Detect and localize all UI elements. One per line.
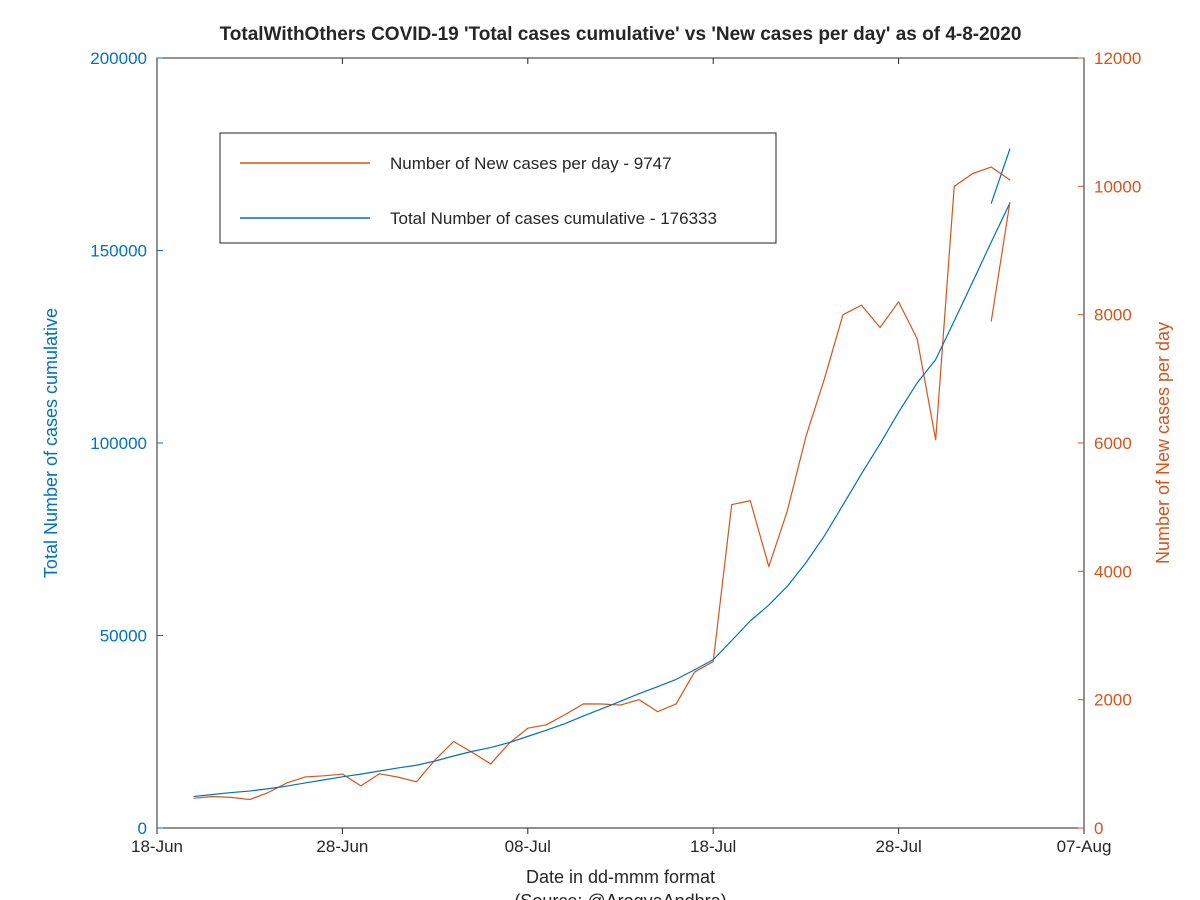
x-tick-label: 18-Jul bbox=[690, 837, 736, 856]
y-right-tick-label: 6000 bbox=[1094, 434, 1132, 453]
x-tick-label: 18-Jun bbox=[131, 837, 183, 856]
legend-item-label: Number of New cases per day - 9747 bbox=[390, 154, 672, 173]
chart-container: 18-Jun28-Jun08-Jul18-Jul28-Jul07-Aug0500… bbox=[0, 0, 1200, 900]
y-right-tick-label: 0 bbox=[1094, 819, 1103, 838]
chart-title: TotalWithOthers COVID-19 'Total cases cu… bbox=[220, 24, 1022, 45]
y-left-tick-label: 150000 bbox=[90, 242, 147, 261]
y-left-tick-label: 50000 bbox=[100, 627, 147, 646]
y-right-tick-label: 12000 bbox=[1094, 49, 1141, 68]
y-left-tick-label: 0 bbox=[138, 819, 147, 838]
legend-item-label: Total Number of cases cumulative - 17633… bbox=[390, 209, 717, 228]
y-left-tick-label: 100000 bbox=[90, 434, 147, 453]
x-tick-label: 08-Jul bbox=[505, 837, 551, 856]
y-right-tick-label: 4000 bbox=[1094, 562, 1132, 581]
y-left-tick-label: 200000 bbox=[90, 49, 147, 68]
legend: Number of New cases per day - 9747 Total … bbox=[220, 133, 776, 243]
x-axis-source: (Source: @ArogyaAndhra) bbox=[514, 891, 726, 900]
x-axis-label: Date in dd-mmm format bbox=[526, 867, 715, 887]
y-right-tick-label: 2000 bbox=[1094, 691, 1132, 710]
y-left-axis-label: Total Number of cases cumulative bbox=[41, 308, 61, 578]
x-tick-label: 28-Jun bbox=[316, 837, 368, 856]
y-right-tick-label: 8000 bbox=[1094, 306, 1132, 325]
x-tick-label: 07-Aug bbox=[1057, 837, 1112, 856]
chart-svg: 18-Jun28-Jun08-Jul18-Jul28-Jul07-Aug0500… bbox=[0, 0, 1200, 900]
x-tick-label: 28-Jul bbox=[875, 837, 921, 856]
y-right-tick-label: 10000 bbox=[1094, 177, 1141, 196]
y-right-axis-label: Number of New cases per day bbox=[1153, 322, 1173, 564]
